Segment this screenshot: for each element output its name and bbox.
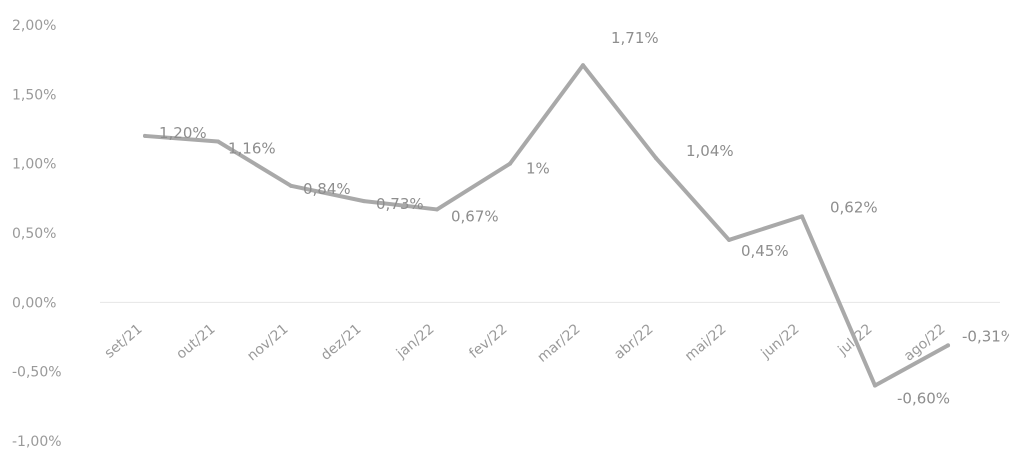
data-point (435, 207, 439, 212)
data-point (362, 199, 366, 204)
x-tick-label: set/21 (102, 321, 146, 361)
data-point (143, 133, 147, 138)
data-point (216, 139, 220, 144)
data-label: 0,45% (741, 242, 789, 260)
data-point (800, 214, 804, 219)
data-point (654, 156, 658, 161)
x-tick-label: out/21 (173, 321, 218, 362)
data-label: 1,16% (228, 139, 276, 157)
data-point (873, 383, 877, 388)
data-label: 0,62% (830, 198, 878, 216)
data-label: 1,71% (611, 29, 659, 47)
data-point (946, 343, 950, 348)
data-point (289, 183, 293, 188)
x-tick-label: jun/22 (758, 321, 803, 362)
x-tick-label: mar/22 (535, 321, 584, 366)
data-label: 0,67% (451, 207, 499, 225)
y-tick-label: 0,50% (12, 226, 56, 242)
data-labels: 1,20% 1,16% 0,84% 0,73% 0,67% 1% 1,71% 1,04% 0,4… (159, 29, 1009, 407)
data-label: 1% (526, 160, 550, 178)
data-point (727, 237, 731, 242)
data-point (581, 63, 585, 68)
x-axis: set/21 out/21 nov/21 dez/21 jan/22 fev/22 mar/… (102, 321, 949, 366)
x-tick-label: dez/21 (318, 321, 365, 364)
y-axis: 2,00% 1,50% 1,00% 0,50% 0,00% -0,50% -1,00% (12, 18, 1000, 449)
data-point (508, 161, 512, 166)
y-tick-label: 2,00% (12, 18, 56, 34)
data-label: 1,04% (686, 142, 734, 160)
data-label: -0,31% (962, 327, 1009, 345)
y-tick-label: 1,00% (12, 157, 56, 173)
x-tick-label: fev/22 (466, 321, 510, 362)
y-tick-label: 1,50% (12, 87, 56, 103)
x-tick-label: jan/22 (393, 321, 438, 362)
series-line (143, 63, 950, 388)
data-label: -0,60% (897, 390, 950, 408)
x-tick-label: mai/22 (682, 321, 730, 365)
x-tick-label: nov/21 (244, 321, 291, 364)
data-label: 0,73% (376, 195, 424, 213)
series-layer (143, 63, 950, 388)
y-tick-label: 0,00% (12, 295, 56, 311)
y-tick-label: -1,00% (12, 434, 62, 449)
data-label: 0,84% (303, 180, 351, 198)
y-tick-label: -0,50% (12, 365, 62, 381)
x-tick-label: abr/22 (611, 321, 656, 363)
data-label: 1,20% (159, 124, 207, 142)
